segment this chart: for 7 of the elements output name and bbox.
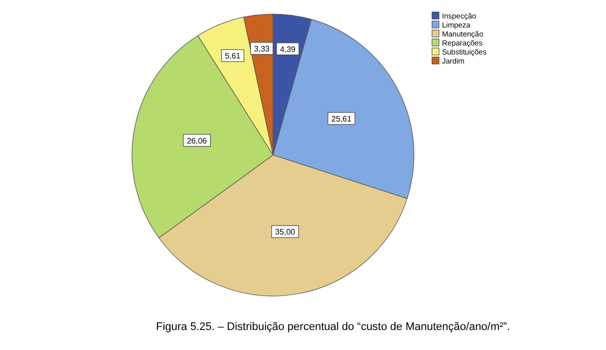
data-label: 4,39 bbox=[280, 44, 296, 54]
data-label: 5,61 bbox=[224, 52, 242, 61]
data-label: 3,33 bbox=[254, 44, 270, 54]
text: Figura 5.25. – Distribuição percentual do “custo de Manutenção/ano/m²”. bbox=[156, 321, 510, 333]
data-label: 26,06 bbox=[186, 136, 208, 146]
data-label: 35,00 bbox=[275, 228, 296, 237]
data-label: 25,61 bbox=[331, 114, 352, 124]
